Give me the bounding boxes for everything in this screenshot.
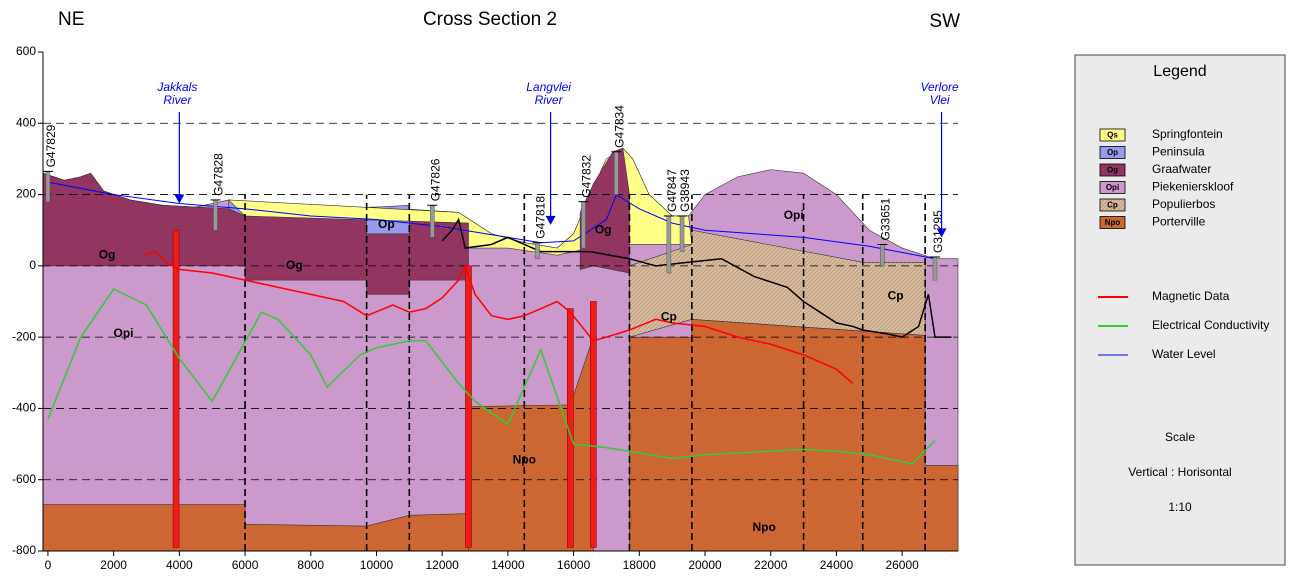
borehole-label: G47829 (44, 124, 58, 167)
layer (629, 319, 958, 551)
legend-name: Electrical Conductivity (1152, 318, 1269, 332)
legend-code: Opi (1106, 183, 1119, 192)
river-label: Langvlei (526, 80, 571, 94)
borehole (213, 200, 217, 230)
legend-name: Magnetic Data (1152, 289, 1230, 303)
unit-label: Npo (752, 520, 775, 534)
borehole (535, 243, 539, 259)
y-tick-label: 400 (16, 115, 36, 129)
legend-title: Legend (1153, 63, 1206, 80)
x-tick-label: 10000 (360, 558, 394, 572)
x-tick-label: 6000 (232, 558, 259, 572)
unit-label: Npo (513, 452, 536, 466)
unit-label: Opi (113, 326, 133, 340)
y-tick-label: 0 (29, 258, 36, 272)
river-arrowhead (174, 194, 184, 203)
x-tick-label: 16000 (557, 558, 591, 572)
scale-text: 1:10 (1168, 500, 1192, 514)
unit-label: Og (286, 258, 303, 272)
river-label: River (535, 93, 564, 107)
borehole (46, 171, 50, 201)
borehole-label: G47832 (580, 155, 594, 198)
borehole (430, 205, 434, 237)
borehole-label: G47826 (428, 158, 442, 201)
x-tick-label: 2000 (100, 558, 127, 572)
dyke (465, 266, 471, 548)
borehole (667, 216, 671, 273)
right-label: SW (929, 11, 960, 32)
legend-code: Op (1107, 148, 1118, 157)
legend-code: Npo (1105, 218, 1121, 227)
y-tick-label: -200 (12, 329, 36, 343)
scale-text: Vertical : Horisontal (1128, 465, 1231, 479)
x-tick-label: 24000 (820, 558, 854, 572)
x-tick-label: 4000 (166, 558, 193, 572)
x-tick-label: 20000 (688, 558, 722, 572)
borehole-label: G47828 (212, 153, 226, 196)
borehole (880, 244, 884, 265)
legend-name: Populierbos (1152, 197, 1215, 211)
borehole-label: G33943 (678, 169, 692, 212)
river-label: Vlei (930, 93, 950, 107)
x-tick-label: 18000 (623, 558, 657, 572)
legend-code: Qs (1107, 131, 1118, 140)
y-tick-label: 600 (16, 44, 36, 58)
chart-title: Cross Section 2 (423, 9, 557, 30)
unit-label: Op (378, 217, 395, 231)
borehole-label: G33651 (879, 197, 893, 240)
legend-name: Peninsula (1152, 145, 1205, 159)
legend-name: Water Level (1152, 347, 1216, 361)
borehole (680, 216, 684, 252)
x-tick-label: 22000 (754, 558, 788, 572)
page: Cross Section 2 NE SW Legend G47829 G4782… (0, 0, 1294, 584)
x-tick-label: 8000 (297, 558, 324, 572)
unit-label: Og (99, 247, 116, 261)
river-label: Verlore (920, 80, 959, 94)
x-tick-label: 12000 (425, 558, 459, 572)
borehole (581, 202, 585, 248)
borehole (614, 152, 618, 195)
legend-name: Graafwater (1152, 162, 1211, 176)
y-tick-label: -800 (12, 543, 36, 557)
legend-code: Cp (1107, 201, 1118, 210)
y-tick-label: -600 (12, 472, 36, 486)
legend-name: Piekenierskloof (1152, 180, 1234, 194)
left-label: NE (58, 9, 84, 30)
dyke (173, 230, 179, 547)
unit-label: Og (595, 222, 612, 236)
x-tick-label: 26000 (885, 558, 919, 572)
chart: Cross Section 2 NE SW Legend G47829 G4782… (0, 0, 1294, 579)
borehole-label: G47834 (612, 105, 626, 148)
unit-label: Cp (661, 310, 677, 324)
legend-name: Springfontein (1152, 127, 1223, 141)
x-tick-label: 0 (45, 558, 52, 572)
unit-label: Cp (888, 288, 904, 302)
y-tick-label: 200 (16, 187, 36, 201)
legend-code: Og (1107, 166, 1118, 175)
borehole-label: G47847 (665, 169, 679, 212)
unit-label: Opi (784, 208, 804, 222)
river-label: River (163, 93, 192, 107)
x-tick-label: 14000 (491, 558, 525, 572)
scale-text: Scale (1165, 430, 1195, 444)
y-tick-label: -400 (12, 401, 36, 415)
borehole (933, 257, 937, 280)
borehole-label: G47818 (534, 196, 548, 239)
legend-name: Porterville (1152, 215, 1206, 229)
river-label: Jakkals (156, 80, 197, 94)
